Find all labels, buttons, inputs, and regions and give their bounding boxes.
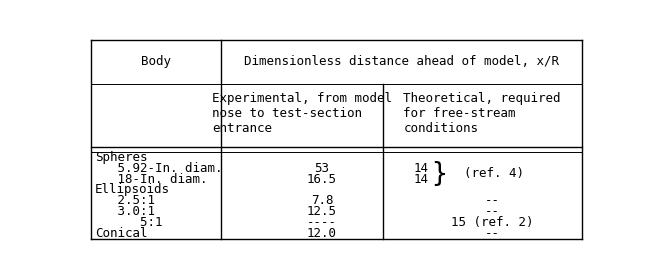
Text: Spheres: Spheres [95, 151, 148, 164]
Text: --: -- [485, 227, 500, 240]
Text: Experimental, from model
nose to test-section
entrance: Experimental, from model nose to test-se… [212, 92, 392, 135]
Text: 12.0: 12.0 [307, 227, 337, 240]
Text: 18-In. diam.: 18-In. diam. [95, 173, 207, 185]
Text: Conical: Conical [95, 227, 148, 240]
Text: }: } [431, 161, 447, 187]
Text: --: -- [485, 194, 500, 207]
Text: --: -- [485, 205, 500, 218]
Text: 14: 14 [413, 173, 428, 185]
Text: 5:1: 5:1 [95, 216, 163, 229]
Text: Body: Body [141, 55, 171, 68]
Text: (ref. 4): (ref. 4) [464, 167, 524, 180]
Text: Dimensionless distance ahead of model, x/R: Dimensionless distance ahead of model, x… [244, 55, 559, 68]
Text: 15 (ref. 2): 15 (ref. 2) [451, 216, 534, 229]
Text: 12.5: 12.5 [307, 205, 337, 218]
Text: 3.0:1: 3.0:1 [95, 205, 155, 218]
Text: 2.5:1: 2.5:1 [95, 194, 155, 207]
Text: ----: ---- [307, 216, 337, 229]
Text: Theoretical, required
for free-stream
conditions: Theoretical, required for free-stream co… [404, 92, 561, 135]
Text: 14: 14 [413, 162, 428, 175]
Text: 5.92-In. diam.: 5.92-In. diam. [95, 162, 222, 175]
Text: 7.8: 7.8 [311, 194, 333, 207]
Text: 53: 53 [315, 162, 330, 175]
Text: Ellipsoids: Ellipsoids [95, 183, 170, 196]
Text: 16.5: 16.5 [307, 173, 337, 185]
